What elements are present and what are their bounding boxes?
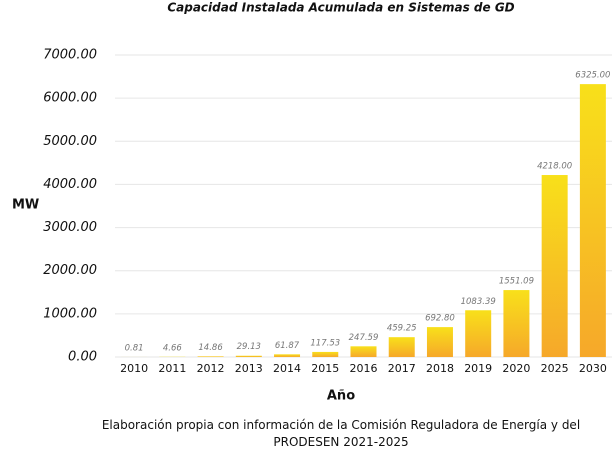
data-label: 4218.00 — [537, 162, 572, 172]
x-tick-label: 2017 — [388, 362, 416, 375]
bar — [197, 356, 224, 357]
chart-title: Capacidad Instalada Acumulada en Sistema… — [167, 1, 514, 15]
bar — [541, 175, 568, 357]
x-tick-label: 2019 — [464, 362, 492, 375]
y-tick-label: 0.00 — [68, 350, 97, 365]
bar — [388, 337, 415, 357]
data-label: 1551.09 — [499, 277, 534, 287]
y-tick-label: 7000.00 — [43, 48, 97, 63]
data-label: 6325.00 — [575, 71, 610, 81]
y-axis-label: MW — [12, 198, 39, 213]
x-axis-label: Año — [327, 389, 355, 404]
data-label: 247.59 — [349, 333, 379, 343]
x-tick-label: 2025 — [541, 362, 569, 375]
bar — [579, 84, 606, 357]
data-label: 61.87 — [275, 341, 300, 351]
x-tick-label: 2013 — [235, 362, 263, 375]
bar — [465, 310, 492, 357]
bar — [503, 290, 530, 357]
y-tick-label: 3000.00 — [43, 220, 97, 235]
data-label: 459.25 — [387, 324, 417, 334]
data-label: 117.53 — [310, 338, 340, 348]
x-tick-label: 2010 — [120, 362, 148, 375]
x-tick-label: 2012 — [197, 362, 225, 375]
x-tick-label: 2020 — [502, 362, 530, 375]
y-tick-label: 2000.00 — [43, 263, 97, 278]
data-label: 0.81 — [125, 343, 144, 353]
bar — [235, 355, 262, 357]
x-tick-label: 2011 — [158, 362, 186, 375]
bar — [350, 346, 377, 357]
bar — [426, 327, 453, 357]
y-tick-label: 1000.00 — [43, 306, 97, 321]
bar — [312, 351, 339, 357]
x-tick-label: 2016 — [350, 362, 378, 375]
y-tick-label: 5000.00 — [43, 134, 97, 149]
y-tick-label: 4000.00 — [43, 177, 97, 192]
data-label: 29.13 — [237, 342, 261, 352]
data-label: 1083.39 — [461, 297, 496, 307]
data-label: 4.66 — [163, 343, 183, 353]
x-tick-label: 2018 — [426, 362, 454, 375]
bar — [274, 354, 301, 357]
x-tick-label: 2014 — [273, 362, 301, 375]
x-tick-label: 2030 — [579, 362, 607, 375]
x-tick-label: 2015 — [311, 362, 339, 375]
source-note: Elaboración propia con información de la… — [101, 418, 581, 449]
data-label: 692.80 — [425, 314, 455, 324]
y-tick-label: 6000.00 — [43, 91, 97, 106]
data-label: 14.86 — [198, 343, 223, 353]
